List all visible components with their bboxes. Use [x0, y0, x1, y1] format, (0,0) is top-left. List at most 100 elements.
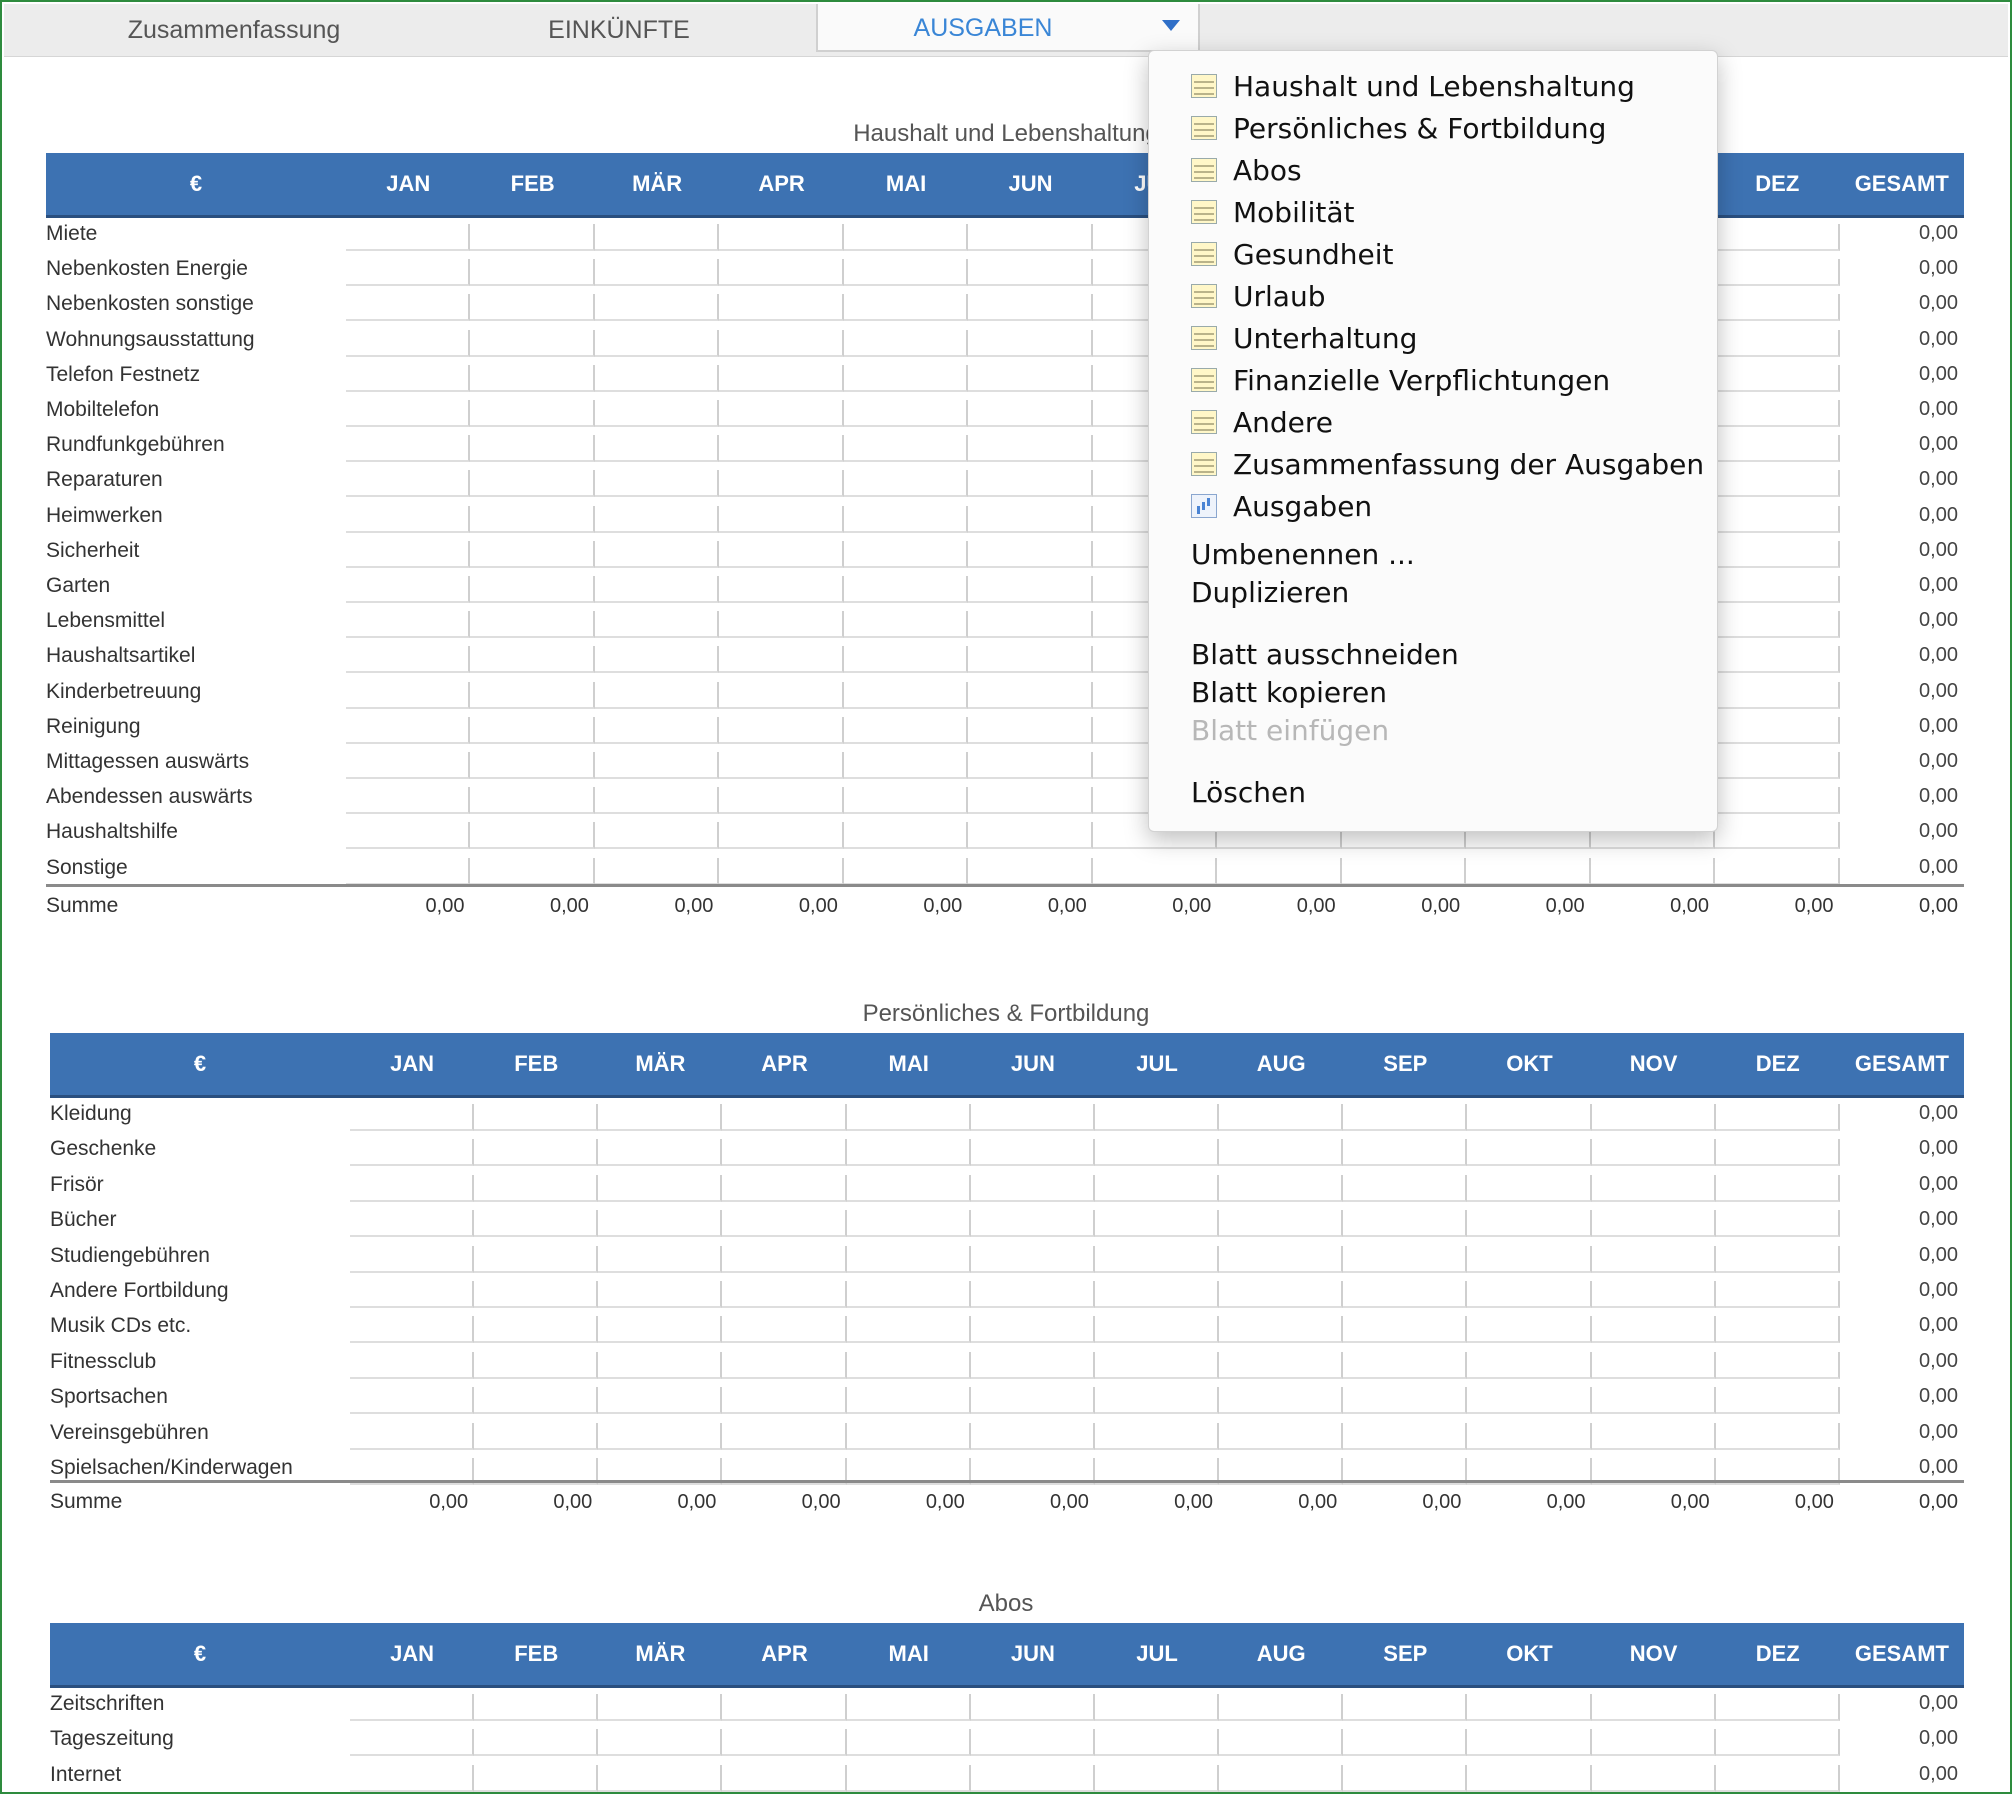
input-cell[interactable] [1467, 1422, 1592, 1450]
input-cell[interactable] [1715, 224, 1840, 251]
input-cell[interactable] [970, 1694, 1095, 1721]
input-cell[interactable] [722, 1764, 847, 1792]
input-cell[interactable] [846, 1139, 971, 1167]
menu-item-duplicate[interactable]: Duplizieren [1191, 576, 1350, 609]
input-cell[interactable] [968, 435, 1093, 463]
input-cell[interactable] [970, 1281, 1095, 1308]
input-cell[interactable] [843, 224, 969, 251]
input-cell[interactable] [1715, 1729, 1840, 1757]
input-cell[interactable] [350, 1245, 475, 1273]
input-cell[interactable] [970, 1764, 1095, 1792]
input-cell[interactable] [843, 611, 969, 639]
input-cell[interactable] [970, 1104, 1095, 1131]
input-cell[interactable] [843, 787, 969, 815]
input-cell[interactable] [1219, 1104, 1344, 1131]
input-cell[interactable] [719, 822, 844, 850]
input-cell[interactable] [1466, 822, 1591, 850]
input-cell[interactable] [719, 611, 844, 639]
input-cell[interactable] [1715, 294, 1840, 322]
input-cell[interactable] [594, 576, 720, 603]
input-cell[interactable] [846, 1281, 971, 1308]
input-cell[interactable] [719, 787, 844, 815]
input-cell[interactable] [846, 1316, 971, 1344]
input-cell[interactable] [843, 752, 969, 779]
input-cell[interactable] [1219, 1245, 1344, 1273]
input-cell[interactable] [1219, 1351, 1344, 1379]
input-cell[interactable] [722, 1351, 847, 1379]
input-cell[interactable] [1219, 1387, 1344, 1415]
input-cell[interactable] [1715, 1139, 1840, 1167]
input-cell[interactable] [970, 1729, 1095, 1757]
input-cell[interactable] [470, 435, 595, 463]
input-cell[interactable] [350, 1104, 475, 1131]
input-cell[interactable] [722, 1174, 847, 1202]
input-cell[interactable] [1094, 1104, 1220, 1131]
input-cell[interactable] [470, 400, 595, 427]
input-cell[interactable] [1092, 822, 1218, 850]
input-cell[interactable] [1343, 1174, 1468, 1202]
input-cell[interactable] [968, 294, 1093, 322]
input-cell[interactable] [722, 1210, 847, 1238]
input-cell[interactable] [968, 259, 1093, 287]
input-cell[interactable] [598, 1351, 723, 1379]
input-cell[interactable] [350, 1764, 475, 1792]
input-cell[interactable] [1219, 1764, 1344, 1792]
input-cell[interactable] [594, 611, 720, 639]
input-cell[interactable] [1715, 1387, 1840, 1415]
input-cell[interactable] [598, 1694, 723, 1721]
input-cell[interactable] [1343, 1139, 1468, 1167]
menu-item-cut-sheet[interactable]: Blatt ausschneiden [1191, 638, 1459, 671]
input-cell[interactable] [846, 1210, 971, 1238]
input-cell[interactable] [594, 646, 720, 674]
input-cell[interactable] [1467, 1387, 1592, 1415]
input-cell[interactable] [1094, 1281, 1220, 1308]
input-cell[interactable] [968, 752, 1093, 779]
input-cell[interactable] [846, 1729, 971, 1757]
input-cell[interactable] [1715, 540, 1840, 568]
input-cell[interactable] [346, 540, 471, 568]
input-cell[interactable] [346, 576, 471, 603]
input-cell[interactable] [346, 646, 471, 674]
input-cell[interactable] [346, 259, 471, 287]
input-cell[interactable] [1219, 1281, 1344, 1308]
input-cell[interactable] [1343, 1316, 1468, 1344]
input-cell[interactable] [843, 505, 969, 533]
input-cell[interactable] [594, 329, 720, 357]
input-cell[interactable] [470, 505, 595, 533]
input-cell[interactable] [968, 470, 1093, 498]
input-cell[interactable] [843, 822, 969, 850]
input-cell[interactable] [1094, 1210, 1220, 1238]
input-cell[interactable] [1094, 1351, 1220, 1379]
input-cell[interactable] [1343, 1422, 1468, 1450]
input-cell[interactable] [470, 716, 595, 744]
input-cell[interactable] [968, 540, 1093, 568]
input-cell[interactable] [1715, 259, 1840, 287]
input-cell[interactable] [968, 505, 1093, 533]
input-cell[interactable] [474, 1729, 599, 1757]
input-cell[interactable] [1219, 1139, 1344, 1167]
input-cell[interactable] [470, 329, 595, 357]
input-cell[interactable] [843, 259, 969, 287]
input-cell[interactable] [843, 716, 969, 744]
input-cell[interactable] [843, 400, 969, 427]
input-cell[interactable] [350, 1729, 475, 1757]
input-cell[interactable] [1094, 1422, 1220, 1450]
input-cell[interactable] [1467, 1139, 1592, 1167]
input-cell[interactable] [1715, 1245, 1840, 1273]
input-cell[interactable] [843, 540, 969, 568]
input-cell[interactable] [970, 1316, 1095, 1344]
input-cell[interactable] [1715, 1422, 1840, 1450]
input-cell[interactable] [1715, 1764, 1840, 1792]
input-cell[interactable] [722, 1104, 847, 1131]
input-cell[interactable] [1715, 1316, 1840, 1344]
input-cell[interactable] [846, 1764, 971, 1792]
input-cell[interactable] [968, 611, 1093, 639]
input-cell[interactable] [1715, 681, 1840, 709]
input-cell[interactable] [1715, 1351, 1840, 1379]
input-cell[interactable] [1219, 1210, 1344, 1238]
input-cell[interactable] [843, 646, 969, 674]
input-cell[interactable] [1092, 857, 1218, 885]
input-cell[interactable] [846, 1422, 971, 1450]
input-cell[interactable] [346, 752, 471, 779]
input-cell[interactable] [474, 1694, 599, 1721]
